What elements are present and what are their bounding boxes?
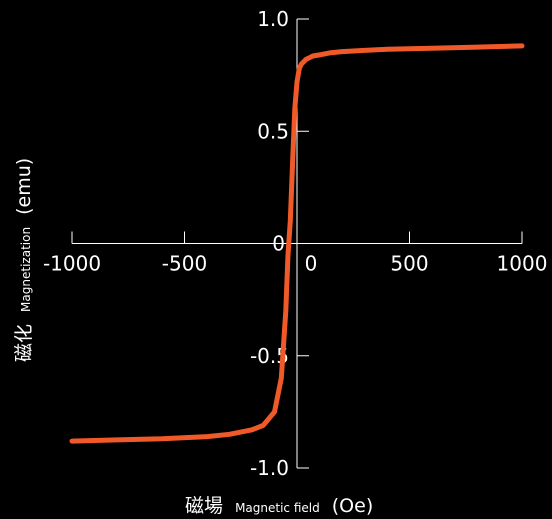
x-axis-title: 磁場 Magnetic field (Oe) bbox=[185, 495, 373, 517]
y-axis-title-unit: (emu) bbox=[13, 158, 35, 215]
series-layer bbox=[69, 43, 525, 444]
magnetization-curve bbox=[69, 43, 525, 444]
y-tick-label: 1.0 bbox=[257, 7, 289, 31]
y-tick-label: 0 bbox=[272, 232, 285, 256]
x-tick-label: 0 bbox=[305, 252, 318, 276]
y-axis-title: 磁化 Magnetization (emu) bbox=[13, 158, 35, 362]
y-axis-title-jp: 磁化 bbox=[13, 324, 35, 362]
y-tick-label: -1.0 bbox=[250, 456, 289, 480]
x-axis-title-en: Magnetic field bbox=[235, 501, 320, 515]
x-tick-label: -1000 bbox=[43, 252, 101, 276]
x-tick-label: 500 bbox=[390, 252, 428, 276]
x-axis-title-unit: (Oe) bbox=[332, 495, 373, 517]
x-tick-label: 1000 bbox=[497, 252, 548, 276]
y-tick-label: 0.5 bbox=[257, 119, 289, 143]
labels: 磁場 Magnetic field (Oe) 磁化 Magnetization … bbox=[13, 158, 373, 517]
x-axis-title-jp: 磁場 bbox=[185, 495, 223, 517]
y-axis-title-en: Magnetization bbox=[19, 227, 33, 312]
x-tick-label: -500 bbox=[162, 252, 207, 276]
